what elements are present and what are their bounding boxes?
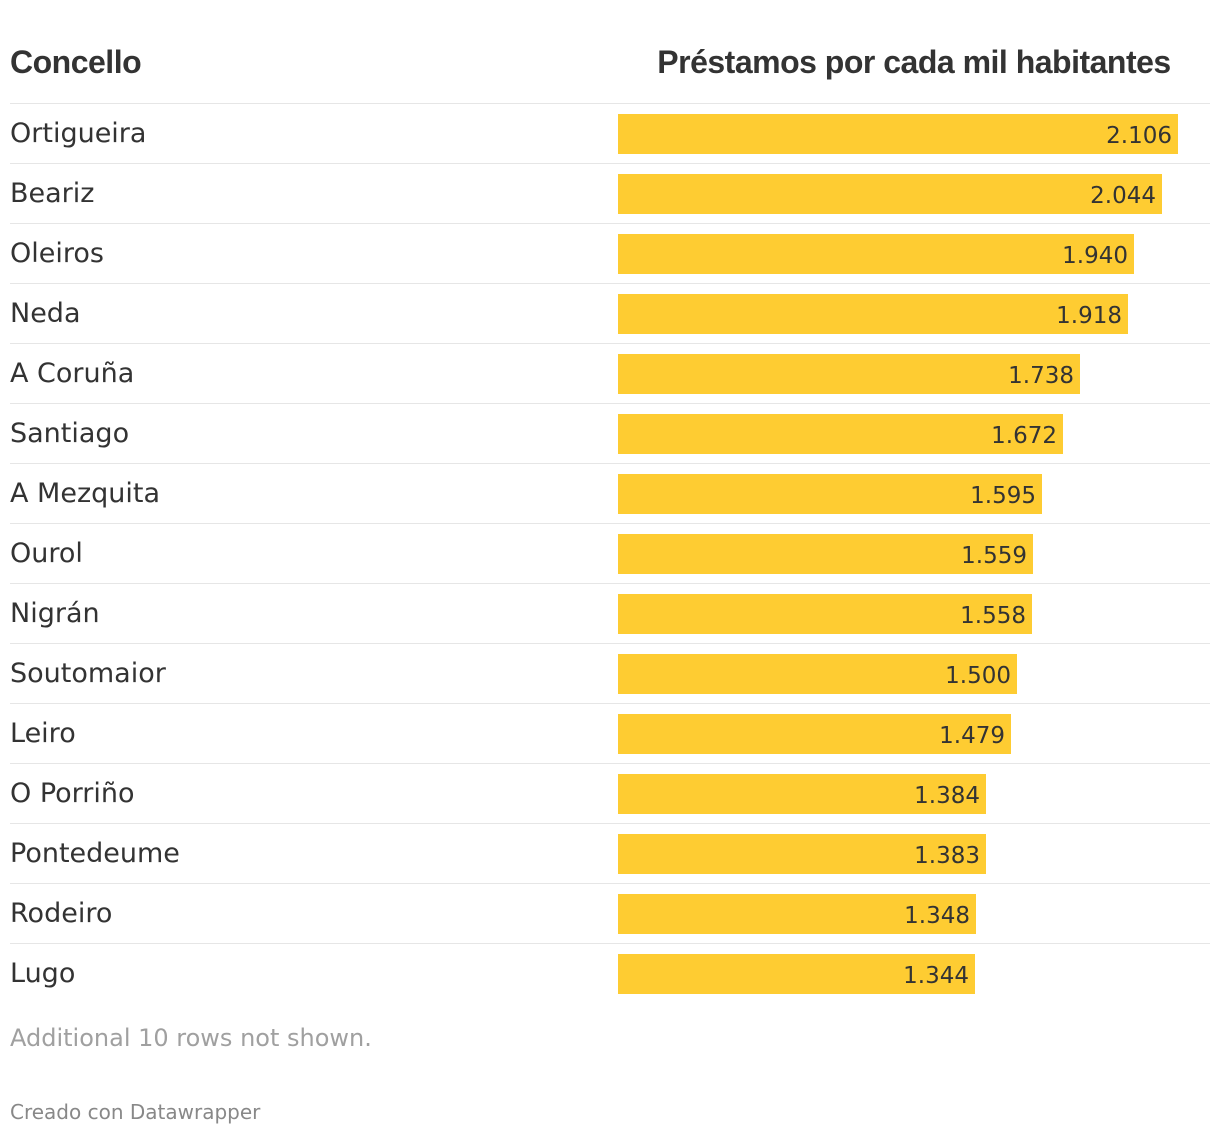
value-bar: 1.500 xyxy=(618,654,1017,694)
table-row: Nigrán 1.558 xyxy=(10,584,1210,644)
value-bar: 1.940 xyxy=(618,234,1134,274)
table-row: Oleiros 1.940 xyxy=(10,224,1210,284)
table-body: Ortigueira 2.106 Beariz 2.044 Oleiros 1.940 Ne… xyxy=(10,104,1210,1004)
bar-track: 1.559 xyxy=(618,534,1210,574)
bar-value-label: 1.918 xyxy=(1056,303,1122,329)
bar-track: 1.918 xyxy=(618,294,1210,334)
concello-name: Ortigueira xyxy=(10,118,147,149)
bar-track: 1.479 xyxy=(618,714,1210,754)
concello-name: Oleiros xyxy=(10,238,104,269)
table-row: Neda 1.918 xyxy=(10,284,1210,344)
table-row: Leiro 1.479 xyxy=(10,704,1210,764)
concello-name: Pontedeume xyxy=(10,838,180,869)
bar-track: 1.672 xyxy=(618,414,1210,454)
concello-name: A Coruña xyxy=(10,358,135,389)
bar-track: 1.384 xyxy=(618,774,1210,814)
bar-value-label: 1.558 xyxy=(960,603,1026,629)
value-bar: 1.383 xyxy=(618,834,986,874)
value-bar: 1.558 xyxy=(618,594,1032,634)
concello-name: Soutomaior xyxy=(10,658,166,689)
bar-value-label: 1.384 xyxy=(914,783,980,809)
concello-name: A Mezquita xyxy=(10,478,161,509)
bar-value-label: 1.500 xyxy=(945,663,1011,689)
table-header: Concello Préstamos por cada mil habitant… xyxy=(10,0,1210,104)
bar-value-label: 1.940 xyxy=(1062,243,1128,269)
table-row: Ourol 1.559 xyxy=(10,524,1210,584)
value-bar: 1.348 xyxy=(618,894,976,934)
concello-name: Santiago xyxy=(10,418,130,449)
concello-name: Rodeiro xyxy=(10,898,113,929)
bar-track: 1.940 xyxy=(618,234,1210,274)
value-bar: 1.559 xyxy=(618,534,1033,574)
bar-track: 1.595 xyxy=(618,474,1210,514)
concello-name: Nigrán xyxy=(10,598,100,629)
concello-name: Lugo xyxy=(10,958,76,989)
bar-track: 1.344 xyxy=(618,954,1210,994)
bar-value-label: 2.044 xyxy=(1090,183,1156,209)
value-bar: 1.672 xyxy=(618,414,1063,454)
bar-value-label: 1.738 xyxy=(1008,363,1074,389)
bar-value-label: 1.383 xyxy=(914,843,980,869)
table-row: A Mezquita 1.595 xyxy=(10,464,1210,524)
table-row: Lugo 1.344 xyxy=(10,944,1210,1004)
concello-name: Ourol xyxy=(10,538,83,569)
table-row: Ortigueira 2.106 xyxy=(10,104,1210,164)
value-bar: 2.106 xyxy=(618,114,1178,154)
table-row: Rodeiro 1.348 xyxy=(10,884,1210,944)
bar-value-label: 1.672 xyxy=(991,423,1057,449)
table-row: A Coruña 1.738 xyxy=(10,344,1210,404)
bar-value-label: 1.559 xyxy=(961,543,1027,569)
concello-name: Neda xyxy=(10,298,81,329)
table-row: Santiago 1.672 xyxy=(10,404,1210,464)
value-bar: 2.044 xyxy=(618,174,1162,214)
bar-value-label: 2.106 xyxy=(1106,123,1172,149)
concello-name: Beariz xyxy=(10,178,95,209)
value-bar: 1.344 xyxy=(618,954,975,994)
column-header-prestamos[interactable]: Préstamos por cada mil habitantes xyxy=(657,44,1171,80)
table-row: Soutomaior 1.500 xyxy=(10,644,1210,704)
datawrapper-credit[interactable]: Creado con Datawrapper xyxy=(10,1100,261,1124)
value-bar: 1.918 xyxy=(618,294,1128,334)
concello-name: Leiro xyxy=(10,718,76,749)
bar-track: 1.500 xyxy=(618,654,1210,694)
value-bar: 1.479 xyxy=(618,714,1011,754)
bar-track: 1.383 xyxy=(618,834,1210,874)
bar-track: 1.738 xyxy=(618,354,1210,394)
bar-value-label: 1.344 xyxy=(903,963,969,989)
rows-not-shown-note: Additional 10 rows not shown. xyxy=(10,1024,372,1052)
bar-value-label: 1.595 xyxy=(970,483,1036,509)
value-bar: 1.738 xyxy=(618,354,1080,394)
bar-track: 2.106 xyxy=(618,114,1210,154)
table-row: Beariz 2.044 xyxy=(10,164,1210,224)
bar-table: Concello Préstamos por cada mil habitant… xyxy=(10,0,1210,1004)
table-row: O Porriño 1.384 xyxy=(10,764,1210,824)
table-row: Pontedeume 1.383 xyxy=(10,824,1210,884)
bar-value-label: 1.348 xyxy=(904,903,970,929)
bar-track: 1.558 xyxy=(618,594,1210,634)
value-bar: 1.595 xyxy=(618,474,1042,514)
value-bar: 1.384 xyxy=(618,774,986,814)
concello-name: O Porriño xyxy=(10,778,135,809)
bar-value-label: 1.479 xyxy=(939,723,1005,749)
column-header-concello[interactable]: Concello xyxy=(10,44,142,80)
bar-track: 1.348 xyxy=(618,894,1210,934)
bar-track: 2.044 xyxy=(618,174,1210,214)
